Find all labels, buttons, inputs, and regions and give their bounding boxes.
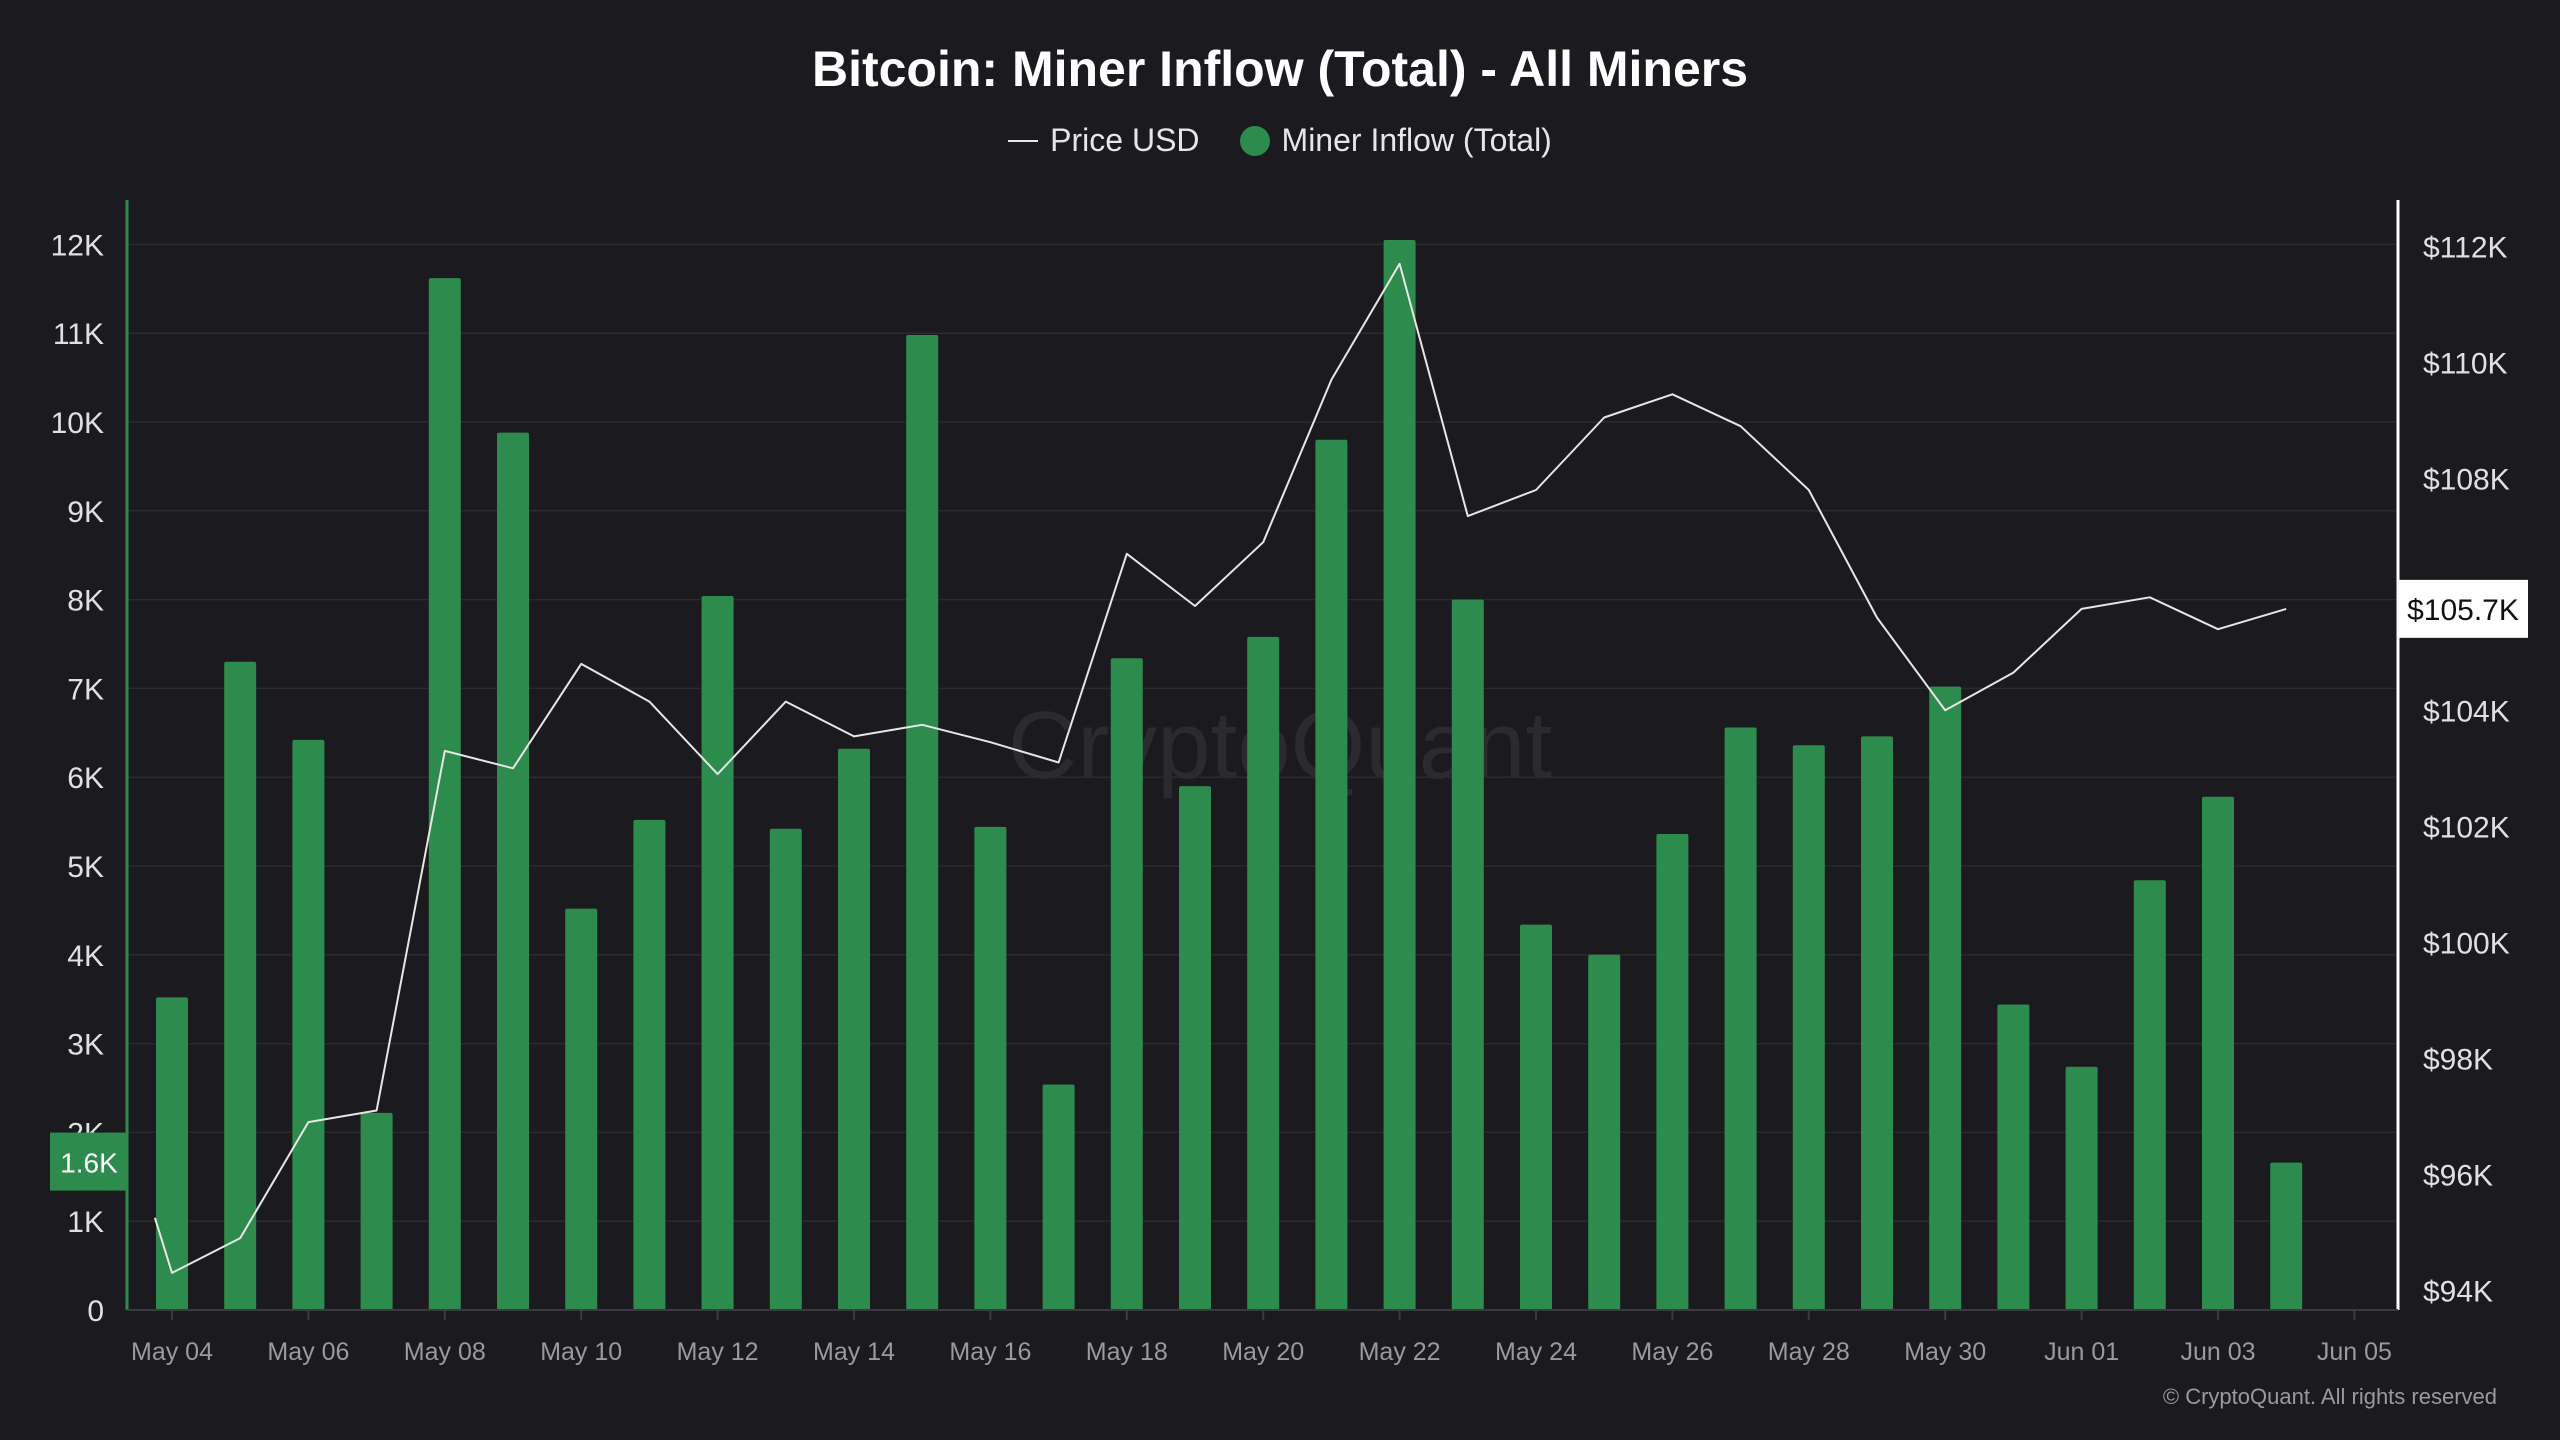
right-tick-label: $100K: [2423, 927, 2510, 960]
bar-may-31: [1997, 1004, 2030, 1310]
bar-may-11: [633, 819, 666, 1310]
left-tick-label: 10K: [51, 407, 104, 440]
legend-item-inflow[interactable]: Miner Inflow (Total): [1239, 122, 1552, 159]
left-tick-label: 4K: [67, 940, 104, 973]
bar-may-20: [1247, 636, 1280, 1310]
bar-may-21: [1315, 439, 1348, 1310]
left-tick-label: 9K: [67, 496, 104, 529]
x-tick-label: May 22: [1359, 1338, 1441, 1366]
x-tick-label: May 12: [677, 1338, 759, 1366]
right-tick-label: $96K: [2423, 1159, 2493, 1192]
right-value-badge-label: $105.7K: [2407, 594, 2519, 627]
right-tick-label: $108K: [2423, 463, 2510, 496]
left-tick-label: 7K: [67, 673, 104, 706]
x-tick-label: Jun 01: [2044, 1338, 2119, 1366]
value-badges: 1.6K $105.7K: [50, 579, 2528, 1191]
bar-may-25: [1588, 954, 1621, 1310]
bar-may-15: [906, 334, 939, 1310]
price-line: [153, 262, 2287, 1274]
x-tick-label: May 14: [813, 1338, 895, 1366]
bar-may-04: [156, 997, 188, 1310]
bar-may-22: [1383, 239, 1416, 1311]
left-tick-label: 5K: [67, 851, 104, 884]
copyright-notice: © CryptoQuant. All rights reserved: [2162, 1384, 2497, 1409]
x-tick-label: May 20: [1222, 1338, 1304, 1366]
price-line-series: [153, 262, 2287, 1274]
bar-may-05: [224, 661, 257, 1310]
left-tick-label: 1K: [67, 1206, 104, 1239]
x-tick-label: May 18: [1086, 1338, 1168, 1366]
bar-may-18: [1110, 658, 1143, 1310]
right-tick-label: $94K: [2423, 1275, 2493, 1308]
right-tick-label: $112K: [2423, 231, 2508, 264]
right-tick-label: $104K: [2423, 695, 2510, 728]
bar-series: [156, 239, 2303, 1311]
bar-may-24: [1520, 924, 1552, 1310]
x-tick-label: May 04: [131, 1338, 213, 1366]
bar-may-26: [1656, 834, 1689, 1310]
bar-may-28: [1792, 745, 1825, 1310]
x-tick-label: May 10: [540, 1338, 622, 1366]
bar-may-09: [497, 432, 529, 1310]
bar-may-19: [1179, 786, 1211, 1310]
tick-labels: 01K2K3K4K5K6K7K8K9K10K11K12K$94K$96K$98K…: [51, 229, 2510, 1366]
left-tick-label: 11K: [53, 318, 104, 351]
x-tick-label: May 24: [1495, 1338, 1577, 1366]
bar-may-16: [974, 826, 1007, 1310]
legend-label-price: Price USD: [1050, 122, 1200, 158]
bar-may-29: [1861, 736, 1893, 1310]
bar-jun-03: [2202, 796, 2234, 1310]
bar-may-12: [701, 596, 734, 1310]
x-tick-label: May 06: [267, 1338, 349, 1366]
x-tick-label: Jun 05: [2317, 1338, 2392, 1366]
bar-may-27: [1724, 727, 1757, 1310]
axes: [125, 200, 2400, 1320]
legend-item-price[interactable]: Price USD: [1008, 122, 1200, 159]
bar-may-30: [1929, 686, 1962, 1310]
right-value-badge: [2398, 579, 2528, 638]
left-tick-label: 0: [87, 1295, 104, 1328]
bar-may-10: [565, 908, 598, 1310]
bar-may-07: [360, 1112, 393, 1310]
x-tick-label: May 30: [1904, 1338, 1986, 1366]
line-swatch-icon: [1008, 139, 1039, 142]
x-tick-label: Jun 03: [2180, 1338, 2255, 1366]
x-tick-label: May 28: [1768, 1338, 1850, 1366]
bar-jun-01: [2065, 1066, 2098, 1310]
left-tick-label: 8K: [67, 585, 104, 618]
bar-may-17: [1042, 1084, 1075, 1310]
left-tick-label: 12K: [51, 229, 104, 262]
bar-may-08: [428, 278, 461, 1310]
left-value-badge: [50, 1132, 128, 1191]
left-value-badge-label: 1.6K: [60, 1148, 118, 1179]
x-tick-label: May 08: [404, 1338, 486, 1366]
bar-may-23: [1451, 599, 1484, 1310]
x-tick-label: May 26: [1631, 1338, 1713, 1366]
bar-may-06: [292, 739, 325, 1310]
left-tick-label: 3K: [67, 1029, 104, 1062]
bar-may-14: [838, 748, 870, 1310]
legend-label-inflow: Miner Inflow (Total): [1281, 122, 1552, 158]
x-tick-label: May 16: [949, 1338, 1031, 1366]
circle-swatch-icon: [1239, 125, 1270, 156]
bar-jun-04: [2270, 1162, 2303, 1310]
chart-legend: Price USD Miner Inflow (Total): [0, 122, 2560, 159]
right-tick-label: $102K: [2423, 811, 2510, 844]
right-tick-label: $110K: [2423, 347, 2508, 380]
bar-jun-02: [2133, 880, 2166, 1310]
right-tick-label: $98K: [2423, 1043, 2493, 1076]
bar-may-13: [769, 828, 802, 1310]
chart-title: Bitcoin: Miner Inflow (Total) - All Mine…: [811, 41, 1749, 97]
left-tick-label: 6K: [67, 762, 104, 795]
